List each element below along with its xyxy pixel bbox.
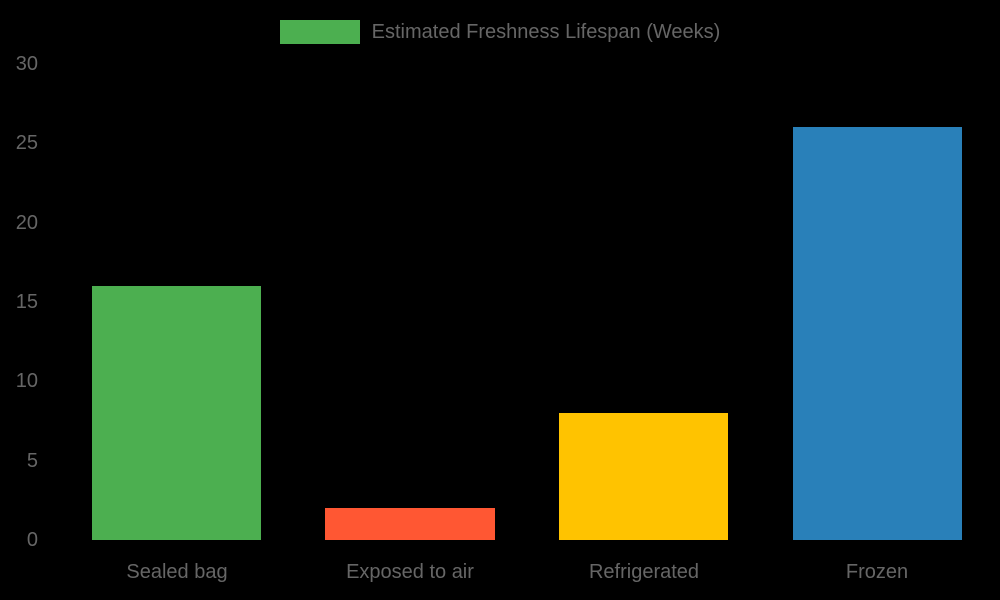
bar-exposed-to-air[interactable] — [325, 508, 495, 540]
y-tick: 20 — [15, 212, 38, 234]
x-tick-label: Frozen — [845, 561, 909, 583]
x-tick-label: Sealed bag — [126, 561, 228, 583]
y-tick: 30 — [15, 53, 38, 75]
y-tick: 5 — [26, 450, 38, 472]
bar-refrigerated[interactable] — [559, 413, 728, 540]
y-tick: 15 — [15, 291, 38, 313]
y-tick: 0 — [26, 529, 38, 551]
plot-area — [60, 64, 990, 540]
x-tick-label: Refrigerated — [588, 561, 700, 583]
chart-legend: Estimated Freshness Lifespan (Weeks) — [0, 19, 1000, 45]
y-tick: 25 — [15, 132, 38, 154]
y-tick: 10 — [15, 370, 38, 392]
bar-frozen[interactable] — [793, 127, 962, 540]
x-tick-label: Exposed to air — [346, 561, 474, 583]
legend-swatch[interactable] — [279, 20, 360, 44]
legend-label[interactable]: Estimated Freshness Lifespan (Weeks) — [371, 20, 721, 43]
bar-sealed-bag[interactable] — [92, 286, 261, 540]
